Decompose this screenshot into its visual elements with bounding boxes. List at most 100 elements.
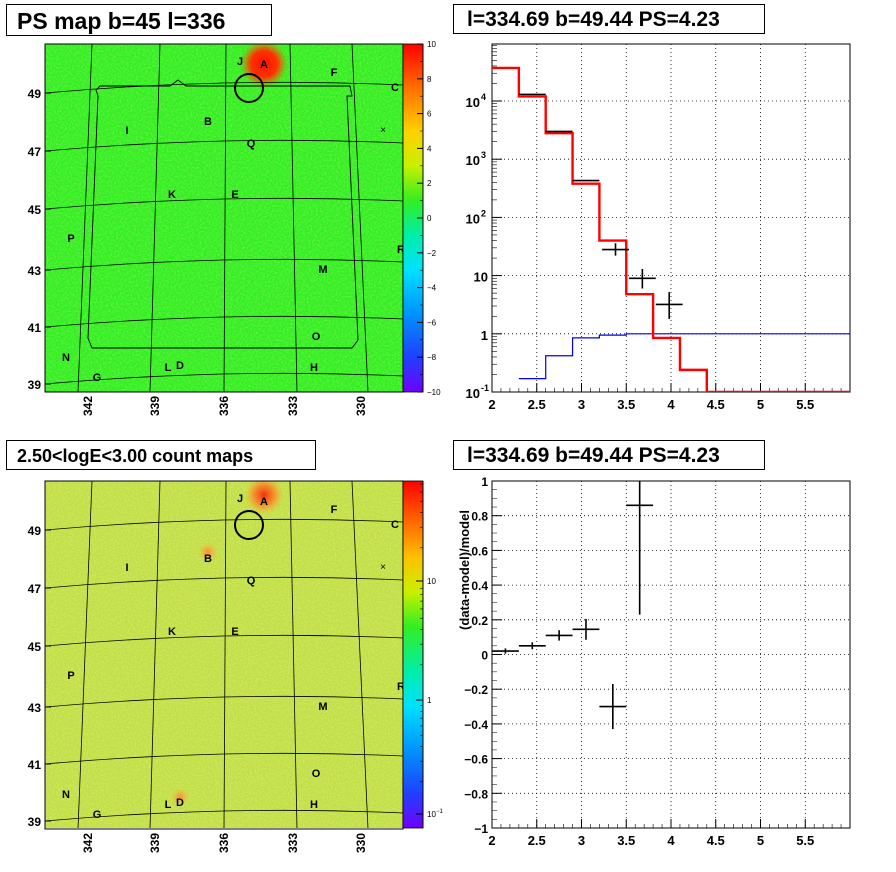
colorbar-tick-label: 0: [427, 214, 432, 223]
y-tick-exponent: 4: [481, 92, 486, 102]
source-b-blob: [198, 542, 218, 562]
lon-tick-label: 342: [81, 833, 95, 853]
x-tick-label: 2.5: [528, 833, 546, 848]
source-label-c: C: [391, 519, 399, 531]
longitude-line: [351, 44, 369, 392]
lat-tick-label: 41: [28, 321, 42, 335]
x-tick-label: 3.5: [617, 833, 635, 848]
source-label-h: H: [310, 799, 318, 811]
source-label-r: R: [397, 244, 405, 256]
source-label-i: I: [125, 125, 128, 137]
selected-source-circle: [234, 510, 264, 540]
y-tick-label: 0.8: [471, 510, 488, 524]
colorbar: [403, 44, 423, 392]
x-tick-label: 2: [488, 833, 495, 848]
y-tick-label: 10: [466, 153, 480, 168]
colorbar-tick-label: 10: [427, 40, 436, 49]
x-tick-label: 2: [488, 397, 495, 412]
source-label-d: D: [176, 797, 184, 809]
x-tick-label: 3: [578, 397, 585, 412]
latitude-line: [45, 139, 403, 152]
lat-tick-label: 39: [28, 378, 42, 392]
longitude-line: [223, 44, 227, 392]
ps-map-panel: J A F C I B Q K E P R M O N G L D H × 49 47 45 43 41 39 342 339 336…: [28, 40, 441, 416]
lat-tick-label: 49: [28, 524, 42, 538]
source-label-p: P: [67, 233, 74, 245]
source-label-h: H: [310, 362, 318, 374]
lat-tick-label: 39: [28, 815, 42, 829]
lat-tick-label: 43: [28, 701, 42, 715]
latitude-line: [45, 576, 403, 589]
x-tick-label: 4: [667, 833, 675, 848]
source-a-blob: [244, 481, 284, 515]
source-label-c: C: [391, 82, 399, 94]
lon-tick-label: 333: [286, 833, 300, 853]
colorbar-tick-label: 2: [427, 179, 432, 188]
colorbar-tick-label: −2: [427, 249, 437, 258]
colorbar: [403, 481, 423, 828]
lon-tick-label: 330: [354, 396, 368, 416]
lon-tick-label: 336: [217, 833, 231, 853]
lat-tick-label: 41: [28, 758, 42, 772]
y-tick-label: 10: [466, 211, 480, 226]
source-label-d: D: [176, 360, 184, 372]
colorbar-tick-label: 4: [427, 144, 432, 153]
x-tick-label: 5: [757, 833, 764, 848]
colorbar-tick-label: 10: [427, 810, 436, 819]
colorbar-tick-label: −6: [427, 318, 437, 327]
longitude-line: [223, 481, 227, 828]
source-label-b: B: [204, 553, 212, 565]
source-label-e: E: [231, 626, 238, 638]
source-label-m: M: [318, 701, 327, 713]
y-tick-exponent: 3: [481, 150, 486, 160]
source-label-g: G: [93, 372, 102, 384]
source-label-o: O: [312, 331, 321, 343]
source-label-a: A: [260, 496, 268, 508]
source-label-k: K: [168, 189, 176, 201]
cross-marker: ×: [380, 562, 386, 573]
longitude-line: [77, 44, 93, 392]
y-tick-label: −0.8: [464, 787, 488, 801]
count-map-panel: J A F C I B Q K E P R M O N G L D H × 49 47 45 43 41 39 342 339 336…: [28, 480, 444, 853]
longitude-line: [149, 44, 161, 392]
latitude-line: [45, 197, 403, 210]
colorbar-tick-label: 1: [427, 696, 432, 705]
lon-tick-label: 333: [286, 396, 300, 416]
source-label-j: J: [237, 56, 243, 68]
source-label-f: F: [331, 504, 338, 516]
lat-tick-label: 45: [28, 203, 42, 217]
y-tick-label: 1: [481, 475, 488, 489]
lat-tick-label: 45: [28, 640, 42, 654]
map-bottom-title: 2.50<logE<3.00 count maps: [6, 440, 316, 470]
latitude-line: [45, 695, 403, 708]
colorbar-tick-label: −8: [427, 353, 437, 362]
source-a-blob: [240, 44, 288, 88]
lat-tick-label: 43: [28, 264, 42, 278]
spectrum-title: l=334.69 b=49.44 PS=4.23: [453, 4, 765, 34]
x-tick-label: 3: [578, 833, 585, 848]
source-label-m: M: [318, 264, 327, 276]
selected-source-circle: [234, 73, 264, 103]
latitude-line: [45, 752, 403, 765]
source-label-r: R: [397, 681, 405, 693]
colorbar-tick-label: 8: [427, 75, 432, 84]
source-label-n: N: [62, 789, 70, 801]
x-tick-label: 2.5: [528, 397, 546, 412]
source-label-k: K: [168, 626, 176, 638]
colorbar-tick-exponent: −1: [436, 809, 444, 815]
lon-tick-label: 339: [148, 396, 162, 416]
x-tick-label: 5.5: [796, 397, 814, 412]
x-tick-label: 4: [667, 397, 675, 412]
residual-title: l=334.69 b=49.44 PS=4.23: [453, 440, 765, 470]
source-label-q: Q: [247, 138, 256, 150]
latitude-line: [45, 81, 403, 94]
y-tick-label: 10: [466, 95, 480, 110]
colorbar-tick-label: 10: [427, 577, 436, 586]
map-plot-area: J A F C I B Q K E P R M O N G L D H ×: [45, 481, 405, 828]
lon-tick-label: 330: [354, 833, 368, 853]
source-label-f: F: [331, 67, 338, 79]
residual-y-axis-label: (data-model)/model: [457, 510, 472, 630]
source-label-n: N: [62, 352, 70, 364]
y-tick-exponent: 2: [481, 208, 486, 218]
